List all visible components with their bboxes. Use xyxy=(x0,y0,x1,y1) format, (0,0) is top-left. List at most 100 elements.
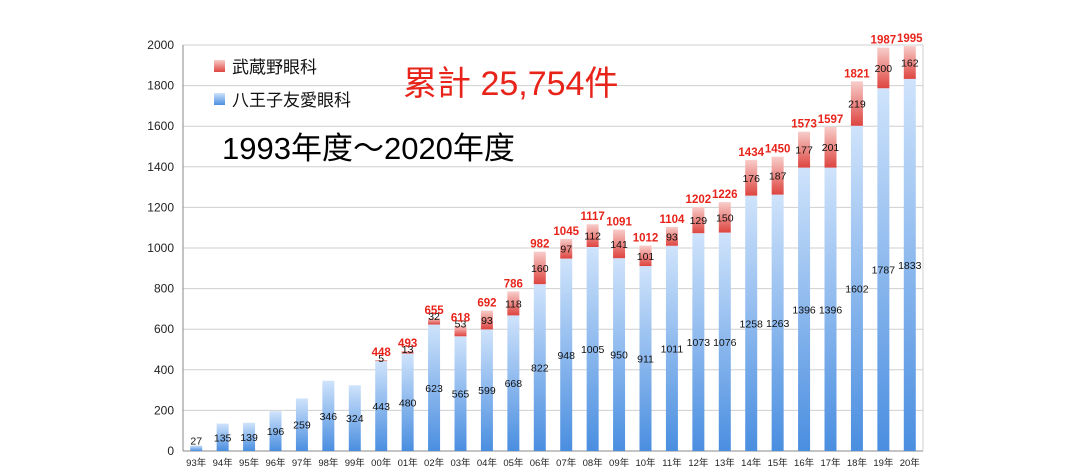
y-tick-label: 2000 xyxy=(147,38,174,52)
bar-hachioji xyxy=(507,315,520,451)
bar-hachioji xyxy=(692,233,705,451)
value-label-musashino: 32 xyxy=(428,311,440,323)
legend-swatch-musashino xyxy=(214,60,225,72)
bar-musashino xyxy=(665,226,678,246)
period-note: 1993年度～2020年度 xyxy=(222,131,515,166)
bar-hachioji xyxy=(428,324,441,451)
total-label: 1104 xyxy=(659,214,685,226)
x-tick-label: 93年 xyxy=(186,457,207,469)
legend-swatch-hachioji xyxy=(214,93,225,105)
y-tick-label: 0 xyxy=(167,444,174,458)
value-label-hachioji: 346 xyxy=(320,411,338,423)
x-tick-label: 16年 xyxy=(794,457,815,469)
value-label-musashino: 150 xyxy=(716,212,734,224)
y-tick-label: 800 xyxy=(154,282,174,296)
x-tick-label: 98年 xyxy=(318,457,339,469)
bar-hachioji xyxy=(745,195,758,451)
y-tick-label: 400 xyxy=(154,363,174,377)
bar-hachioji xyxy=(533,284,546,451)
x-tick-label: 14年 xyxy=(741,457,762,469)
total-label: 786 xyxy=(504,278,523,290)
x-tick-label: 03年 xyxy=(450,457,471,469)
value-label-musashino: 93 xyxy=(666,231,678,243)
bar-musashino xyxy=(613,229,626,259)
value-label-hachioji: 139 xyxy=(240,432,258,444)
bar-musashino xyxy=(903,46,916,79)
total-label: 1226 xyxy=(712,189,738,201)
value-label-hachioji: 668 xyxy=(505,378,523,390)
value-label-musashino: 101 xyxy=(637,251,655,263)
bar-musashino xyxy=(877,47,890,89)
total-label: 1987 xyxy=(871,35,897,47)
value-label-musashino: 219 xyxy=(848,99,866,111)
bar-hachioji xyxy=(613,258,626,451)
x-tick-label: 12年 xyxy=(688,457,709,469)
x-tick-label: 13年 xyxy=(715,457,736,469)
total-label: 618 xyxy=(451,313,471,325)
x-axis-ticks: 93年 94年 95年 96年 97年 98年 99年 00年 01年 02年 03年 04年 05年 0… xyxy=(186,457,920,469)
bar-musashino xyxy=(745,159,758,196)
bar-hachioji xyxy=(718,232,731,451)
x-tick-label: 07年 xyxy=(556,457,577,469)
value-label-hachioji: 1396 xyxy=(792,304,816,316)
bar-hachioji xyxy=(665,245,678,451)
value-label-musashino: 162 xyxy=(901,57,919,69)
x-tick-label: 09年 xyxy=(609,457,630,469)
x-tick-label: 11年 xyxy=(662,457,682,469)
total-label: 692 xyxy=(477,298,496,310)
bar-musashino xyxy=(480,310,493,330)
y-tick-label: 1600 xyxy=(147,119,174,133)
value-label-musashino: 187 xyxy=(769,171,787,183)
bar-hachioji xyxy=(903,78,916,451)
value-label-hachioji: 27 xyxy=(190,436,202,448)
total-label: 1012 xyxy=(633,233,659,245)
bar-musashino xyxy=(454,325,467,337)
bar-hachioji xyxy=(824,167,837,451)
value-label-hachioji: 1011 xyxy=(661,343,684,355)
value-label-hachioji: 259 xyxy=(293,420,311,432)
x-tick-label: 01年 xyxy=(398,457,419,469)
y-tick-label: 1200 xyxy=(147,200,174,214)
value-label-musashino: 176 xyxy=(742,173,760,185)
x-tick-label: 95年 xyxy=(239,457,260,469)
bar-hachioji xyxy=(295,398,308,451)
value-label-hachioji: 1005 xyxy=(581,344,605,356)
total-label: 493 xyxy=(398,338,417,350)
bar-hachioji xyxy=(771,194,784,451)
bar-hachioji xyxy=(480,329,493,451)
bar-hachioji xyxy=(348,385,361,451)
x-tick-label: 99年 xyxy=(345,457,366,469)
x-tick-label: 97年 xyxy=(292,457,313,469)
value-label-hachioji: 822 xyxy=(531,363,549,375)
value-label-hachioji: 950 xyxy=(610,350,628,362)
x-tick-label: 06年 xyxy=(530,457,551,469)
value-label-musashino: 129 xyxy=(690,215,708,227)
value-label-hachioji: 196 xyxy=(267,426,285,438)
bar-hachioji xyxy=(401,353,414,451)
bar-hachioji xyxy=(269,411,282,451)
cumulative-total-note: 累計 25,754件 xyxy=(403,65,618,103)
bar-musashino xyxy=(401,350,414,354)
value-label-hachioji: 599 xyxy=(478,385,496,397)
bar-hachioji xyxy=(877,88,890,451)
value-label-musashino: 201 xyxy=(822,142,840,154)
value-label-musashino: 13 xyxy=(402,344,414,356)
y-tick-label: 1400 xyxy=(147,160,174,174)
bar-hachioji xyxy=(639,266,652,451)
bar-hachioji xyxy=(560,258,573,451)
total-label: 1091 xyxy=(606,217,632,229)
total-label: 1573 xyxy=(791,119,817,131)
bar-musashino xyxy=(639,245,652,267)
x-tick-label: 04年 xyxy=(477,457,498,469)
value-label-hachioji: 623 xyxy=(425,383,443,395)
x-tick-label: 08年 xyxy=(583,457,604,469)
bar-musashino xyxy=(560,238,573,259)
bar-hachioji xyxy=(322,380,335,451)
bar-hachioji xyxy=(190,445,203,451)
value-label-musashino: 97 xyxy=(560,244,572,256)
total-label: 1434 xyxy=(738,147,764,159)
bar-musashino xyxy=(850,81,863,126)
bar-musashino xyxy=(586,224,599,247)
bar-hachioji xyxy=(798,167,811,451)
